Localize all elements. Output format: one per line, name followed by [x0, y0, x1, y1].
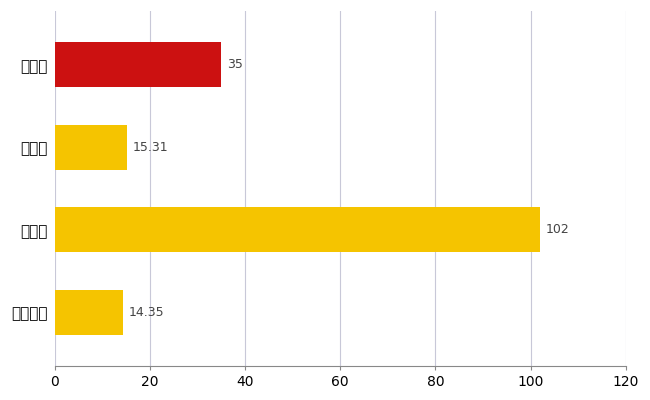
Text: 102: 102 [546, 223, 569, 236]
Text: 15.31: 15.31 [133, 141, 169, 154]
Bar [55, 207, 540, 252]
Bar [55, 124, 127, 170]
Bar [55, 290, 123, 335]
Text: 14.35: 14.35 [129, 306, 164, 319]
Bar [55, 42, 221, 88]
Text: 35: 35 [227, 58, 242, 71]
